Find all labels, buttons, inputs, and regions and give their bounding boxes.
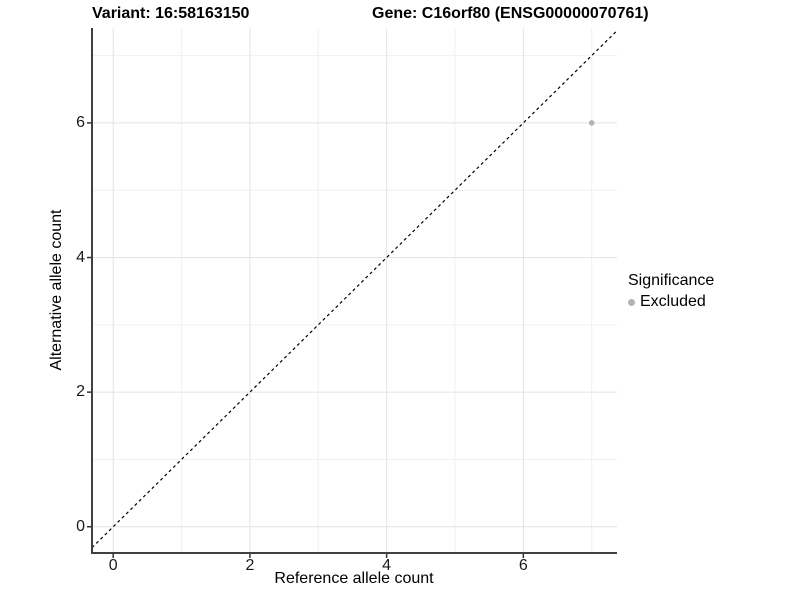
x-tick-label: 0: [108, 557, 118, 574]
x-tick-label: 6: [518, 557, 528, 574]
y-axis-label: Alternative allele count: [48, 209, 65, 371]
legend-dot-icon: [628, 298, 635, 306]
legend-title: Significance: [628, 272, 715, 289]
y-tick-label: 2: [76, 383, 85, 401]
identity-line: [91, 30, 618, 549]
scatter-point: [588, 120, 595, 126]
x-tick-label: 4: [382, 557, 392, 574]
legend-item-label: Excluded: [640, 293, 706, 310]
plot-title-variant: Variant: 16:58163150: [92, 5, 250, 22]
legend: Significance Excluded: [628, 272, 714, 311]
y-tick-label: 0: [76, 517, 85, 535]
plot-title-gene: Gene: C16orf80 (ENSG00000070761): [372, 5, 649, 22]
x-tick-label: 2: [245, 557, 255, 574]
y-tick-label: 4: [76, 248, 85, 266]
y-tick-label: 6: [76, 113, 85, 131]
legend-items: Excluded: [628, 293, 714, 311]
x-axis-label: Reference allele count: [274, 570, 434, 587]
legend-item: Excluded: [628, 293, 714, 311]
